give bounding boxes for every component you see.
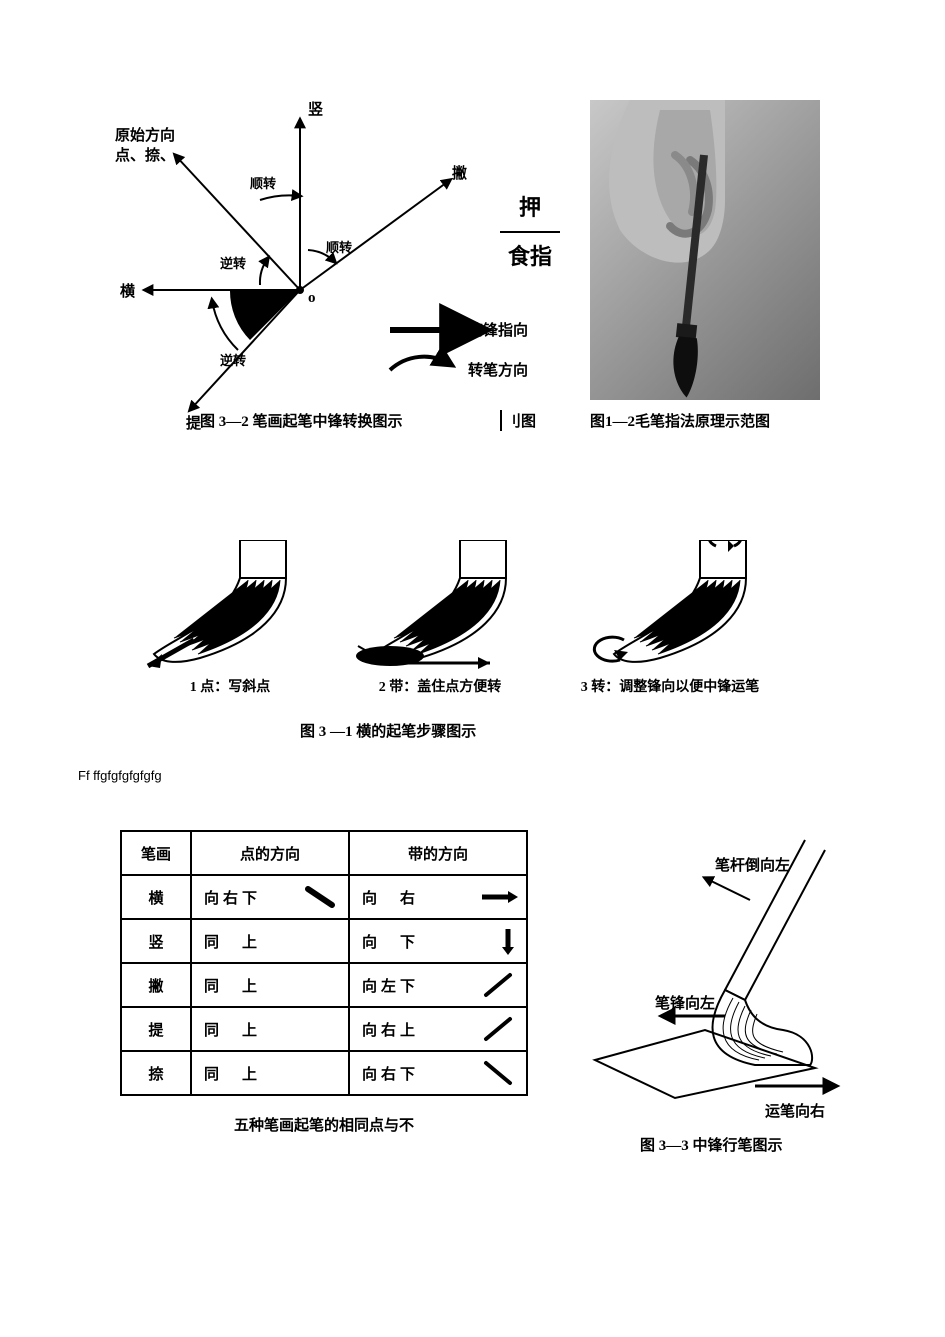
cell-band-dir: 向 下 — [349, 919, 527, 963]
band-dir-icon — [478, 927, 518, 955]
axis-note-dian-na: 点、捺、 — [115, 146, 175, 164]
axis-label-shu: 竖 — [308, 101, 323, 118]
cell-dot-dir: 同 上 — [191, 1007, 349, 1051]
figure-1-2-caption: 图1—2毛笔指法原理示范图 — [590, 410, 770, 431]
arc-label-cw1: 顺转 — [250, 176, 276, 191]
table-row: 竖同 上向 下 — [121, 919, 527, 963]
table-row: 横向右下向 右 — [121, 875, 527, 919]
arc-label-ccw1: 逆转 — [220, 256, 246, 271]
step-3: 3 转：调整锋向以便中锋运笔 — [570, 540, 770, 696]
figure-3-2-diagram: 竖 撇 横 提 原始方向 点、捺、 o 顺转 顺转 逆转 逆转 笔锋指向 转笔方… — [90, 100, 560, 440]
stray-text: Ff ffgfgfgfgfgfg — [78, 768, 162, 783]
th-dot-dir: 点的方向 — [191, 831, 349, 875]
axis-label-orig: 原始方向 — [115, 126, 175, 144]
cell-band-dir: 向左下 — [349, 963, 527, 1007]
cell-stroke: 竖 — [121, 919, 191, 963]
grip-annotation: 押 食指 — [500, 190, 560, 274]
cell-dot-dir: 同 上 — [191, 919, 349, 963]
band-dir-icon — [478, 1059, 518, 1087]
band-dir-icon — [478, 971, 518, 999]
cell-band-dir: 向右下 — [349, 1051, 527, 1095]
cell-dot-dir: 同 上 — [191, 963, 349, 1007]
figure-partial-text: 刂图 — [500, 410, 536, 431]
stroke-direction-table-wrap: 笔画 点的方向 带的方向 横向右下向 右竖同 上向 下撇同 上向左下提同 上向右… — [120, 830, 528, 1135]
arc-label-ccw2: 逆转 — [220, 353, 246, 368]
stroke-direction-table: 笔画 点的方向 带的方向 横向右下向 右竖同 上向 下撇同 上向左下提同 上向右… — [120, 830, 528, 1096]
axis-label-heng: 横 — [120, 282, 136, 300]
axis-label-pie: 撇 — [452, 164, 467, 182]
fig33-shaft-label: 笔杆倒向左 — [715, 856, 790, 874]
cell-dot-dir: 同 上 — [191, 1051, 349, 1095]
grip-bottom-label: 食指 — [500, 239, 560, 274]
table-caption: 五种笔画起笔的相同点与不 — [120, 1114, 528, 1135]
legend-rotate-direction: 转笔方向 — [468, 361, 528, 379]
fig33-tip-label: 笔锋向左 — [655, 994, 715, 1012]
step-3-label: 3 转：调整锋向以便中锋运笔 — [570, 676, 770, 696]
arc-label-cw2: 顺转 — [326, 240, 352, 255]
cell-dot-dir: 向右下 — [191, 875, 349, 919]
th-stroke: 笔画 — [121, 831, 191, 875]
grip-top-label: 押 — [500, 190, 560, 225]
figure-3-2-caption: 图 3—2 笔画起笔中锋转换图示 — [200, 410, 403, 431]
band-dir-icon — [478, 1015, 518, 1043]
step-1-label: 1 点：写斜点 — [130, 676, 330, 696]
origin-label: o — [308, 290, 316, 306]
figure-3-3-caption: 图 3—3 中锋行笔图示 — [640, 1134, 783, 1155]
cell-band-dir: 向右上 — [349, 1007, 527, 1051]
table-row: 捺同 上向右下 — [121, 1051, 527, 1095]
brush-start-steps: 1 点：写斜点 2 带：盖住点 — [130, 540, 830, 740]
cell-band-dir: 向 右 — [349, 875, 527, 919]
legend-tip-direction: 笔锋指向 — [468, 321, 528, 339]
step-1: 1 点：写斜点 — [130, 540, 330, 696]
cell-stroke: 提 — [121, 1007, 191, 1051]
brush-grip-photo — [590, 100, 820, 400]
step-2-label: 2 带：盖住点方便转 — [340, 676, 540, 696]
band-dir-icon — [478, 883, 518, 911]
th-band-dir: 带的方向 — [349, 831, 527, 875]
fig33-move-label: 运笔向右 — [765, 1102, 825, 1120]
cell-stroke: 横 — [121, 875, 191, 919]
table-row: 提同 上向右上 — [121, 1007, 527, 1051]
dot-dir-icon — [300, 883, 340, 911]
table-row: 撇同 上向左下 — [121, 963, 527, 1007]
page: 竖 撇 横 提 原始方向 点、捺、 o 顺转 顺转 逆转 逆转 笔锋指向 转笔方… — [0, 0, 945, 1337]
figure-3-1-caption: 图 3 —1 横的起笔步骤图示 — [300, 720, 476, 741]
step-2: 2 带：盖住点方便转 — [340, 540, 540, 696]
cell-stroke: 捺 — [121, 1051, 191, 1095]
figure-3-3-diagram: 笔杆倒向左 笔锋向左 运笔向右 — [555, 830, 855, 1130]
cell-stroke: 撇 — [121, 963, 191, 1007]
